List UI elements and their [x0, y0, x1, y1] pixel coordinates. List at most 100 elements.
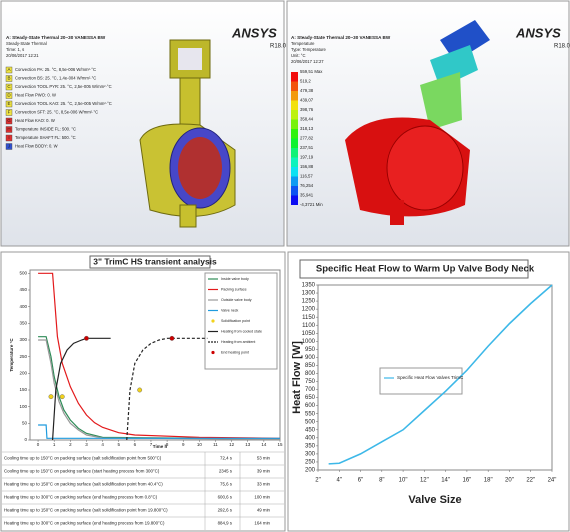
colorbar-label: 197,19	[300, 155, 314, 160]
legend-text: Convection PA: 25. °C, 8,5e-006 W/mm²·°C	[15, 67, 96, 72]
marker	[84, 335, 89, 341]
y-tick-label: 1000	[302, 339, 316, 345]
x-tick-label: 6	[134, 442, 137, 447]
x-tick-label: 0	[37, 442, 40, 447]
y-tick-label: 500	[305, 419, 316, 425]
legend-key	[5, 83, 13, 91]
y-tick-label: 1050	[302, 331, 316, 337]
colorbar-band	[291, 186, 298, 196]
colorbar-band	[291, 148, 298, 158]
legend-key	[5, 134, 13, 142]
y-tick-label: 450	[305, 427, 316, 433]
legend-text: Heat Flow KAO: 0. W	[15, 118, 55, 123]
x-tick-label: 22"	[526, 478, 535, 484]
colorbar	[291, 72, 298, 205]
x-tick-label: 14"	[441, 478, 450, 484]
header-line: A: Steady-State Thermal 20~30 VANESSA BW	[6, 35, 106, 40]
legend-key	[5, 100, 13, 108]
colorbar-label: 559,51 Max	[300, 69, 323, 74]
y-tick-label: 650	[305, 395, 316, 401]
colorbar-band	[291, 167, 298, 177]
x-tick-label: 12"	[420, 478, 429, 484]
header-line: A: Steady-State Thermal 20~30 VANESSA BW	[291, 35, 391, 40]
x-tick-label: 4	[101, 442, 104, 447]
chart-title: 3" TrimC HS transient analysis	[93, 256, 217, 266]
series-line	[38, 272, 281, 439]
colorbar-band	[291, 72, 298, 82]
x-tick-label: 11	[213, 442, 218, 447]
y-tick-label: 700	[305, 387, 316, 393]
y-tick-label: 500	[19, 271, 27, 276]
table-cell: Heating time up to 150°C on packing surf…	[4, 508, 168, 513]
y-tick-label: 150	[19, 387, 27, 392]
colorbar-label: 318,13	[300, 126, 314, 131]
y-tick-label: 350	[305, 443, 316, 449]
x-tick-label: 5	[117, 442, 120, 447]
x-tick-label: 20"	[505, 478, 514, 484]
x-tick-label: 10"	[399, 478, 408, 484]
y-tick-label: 1200	[302, 307, 316, 313]
marker	[59, 394, 65, 400]
colorbar-label: 398,76	[300, 107, 314, 112]
legend-text: Convection TOOL PYR: 25. °C, 2,5e-005 W/…	[15, 84, 112, 89]
colorbar-band	[291, 91, 298, 101]
y-tick-label: 400	[19, 304, 27, 309]
legend-key	[5, 75, 13, 82]
legend-key-letter: C	[7, 84, 11, 89]
colorbar-band	[291, 195, 298, 205]
table-cell: 292,6 s	[218, 508, 233, 513]
y-tick-label: 750	[305, 379, 316, 385]
legend-key	[5, 66, 13, 74]
colorbar-band	[291, 100, 298, 110]
table-cell: 2345 s	[219, 469, 233, 474]
header-line: 20/06/2017 12:21	[6, 53, 39, 58]
legend-label: Heating from cooled state	[221, 329, 262, 333]
colorbar-band	[291, 119, 298, 129]
table-cell: 75,6 s	[220, 482, 233, 487]
y-tick-label: 900	[305, 355, 316, 361]
table-cell: 164 min	[254, 521, 270, 526]
y-tick-label: 550	[305, 411, 316, 417]
legend-key-letter: J	[8, 144, 10, 149]
x-tick-label: 16"	[463, 478, 472, 484]
legend-text: Heat Flow PWO: 0. W	[15, 93, 56, 98]
legend-text: Heat Flow BODY: 0. W	[15, 144, 58, 149]
x-tick-label: 18"	[484, 478, 493, 484]
table-cell: 49 min	[257, 508, 271, 513]
marker	[137, 387, 143, 393]
colorbar-label: 479,38	[300, 88, 314, 93]
x-tick-label: 8"	[379, 478, 384, 484]
marker	[48, 394, 54, 400]
header-line: Unit: °C	[291, 53, 305, 58]
legend-text: Convection BS: 25. °C, 1,4e-004 W/mm²·°C	[15, 76, 96, 81]
legend-key-letter: I	[8, 135, 9, 140]
y-tick-label: 1100	[302, 323, 316, 329]
table-cell: 33 min	[257, 482, 271, 487]
series-line	[38, 424, 280, 439]
y-tick-label: 1150	[302, 315, 316, 321]
legend-marker	[211, 350, 215, 355]
colorbar-label: 116,57	[300, 174, 313, 179]
logo: ANSYS	[231, 25, 277, 40]
y-tick-label: 250	[305, 460, 316, 466]
table-cell: 72,4 s	[220, 456, 233, 461]
x-tick-label: 3	[85, 442, 88, 447]
legend-key-letter: G	[7, 118, 11, 123]
legend-key	[5, 126, 13, 133]
y-tick-label: 0	[24, 437, 27, 442]
legend-label: Valve neck	[221, 308, 239, 312]
table-cell: Heating time up to 150°C on packing surf…	[4, 482, 163, 487]
content: ANSYS R18.0 A: Steady-State Thermal 20~30 …	[2, 25, 570, 530]
table-cell: Cooling time up to 150°C on packing surf…	[4, 456, 162, 461]
y-tick-label: 1350	[302, 283, 316, 289]
colorbar-label: 439,07	[300, 98, 314, 103]
plot-frame	[29, 269, 281, 441]
legend-marker	[211, 319, 215, 323]
y-tick-label: 450	[19, 287, 27, 292]
y-axis-title: Temperature °C	[9, 338, 14, 372]
colorbar-label: 35,941	[300, 193, 314, 198]
y-axis-title: Heat Flow [W]	[291, 341, 303, 414]
colorbar-band	[291, 110, 298, 120]
colorbar-band	[291, 129, 298, 139]
